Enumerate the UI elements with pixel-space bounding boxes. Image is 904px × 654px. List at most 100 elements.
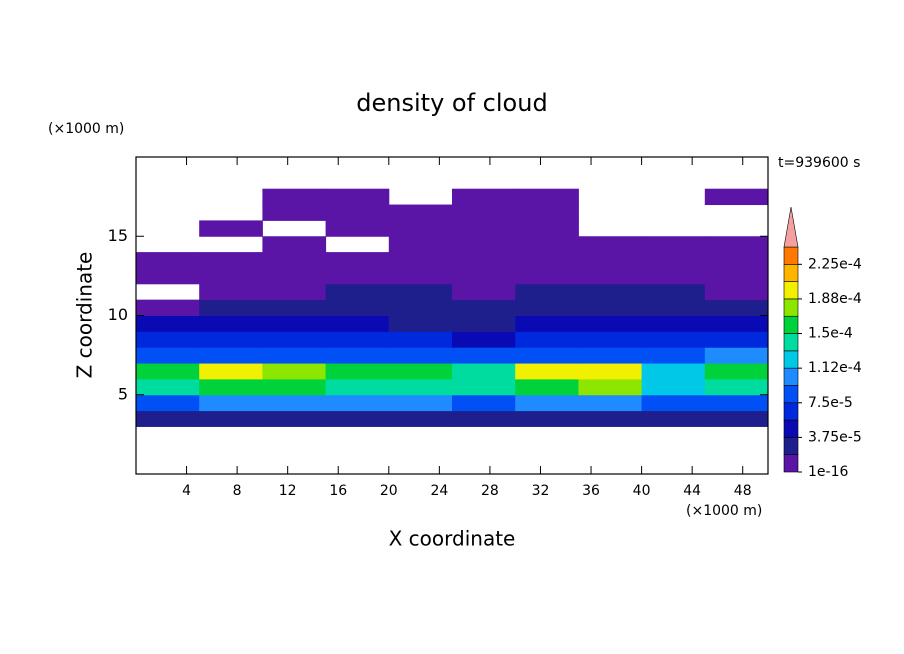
field-cell xyxy=(452,252,516,269)
y-label: Z coordinate xyxy=(73,252,97,379)
colorbar-extend xyxy=(783,206,799,248)
field-cell xyxy=(452,283,516,301)
field-cell xyxy=(136,347,200,364)
field-cell xyxy=(641,299,706,316)
field-cell xyxy=(136,331,200,348)
field-cell xyxy=(515,188,579,206)
field-cell xyxy=(515,347,579,364)
field-cell xyxy=(515,204,579,221)
field-cell xyxy=(641,236,706,253)
colorbar-box xyxy=(783,333,799,352)
field-cell xyxy=(262,331,327,348)
x-tick-label: 36 xyxy=(582,483,600,499)
field-cell xyxy=(199,363,263,380)
field-cell xyxy=(262,204,327,221)
field-cell xyxy=(262,315,327,332)
field-cell xyxy=(388,299,453,316)
x-tick-label: 32 xyxy=(532,483,550,499)
x-tick-label: 44 xyxy=(683,483,701,499)
field-cell xyxy=(325,347,390,364)
field-cell xyxy=(452,204,516,221)
field-cell xyxy=(452,410,516,427)
y-unit: (×1000 m) xyxy=(48,121,124,137)
field-cell xyxy=(262,410,327,427)
field-cell xyxy=(325,252,390,269)
field-cell xyxy=(452,188,516,206)
x-tick-label: 24 xyxy=(430,483,448,499)
x-tick-label: 40 xyxy=(633,483,651,499)
field-cell xyxy=(199,378,263,396)
field-cell xyxy=(578,363,643,380)
field-cell xyxy=(388,378,453,396)
field-cell xyxy=(578,252,643,269)
colorbar-box xyxy=(783,402,799,421)
field-cell xyxy=(704,363,769,380)
field-cell xyxy=(704,188,769,206)
field-cell xyxy=(452,236,516,253)
field-cell xyxy=(578,394,643,412)
x-tick-label: 16 xyxy=(329,483,347,499)
field-cell xyxy=(325,299,390,316)
field-cell xyxy=(452,315,516,332)
colorbar-box xyxy=(783,350,799,369)
field-cell xyxy=(136,267,200,285)
field-cell xyxy=(388,315,453,332)
field-cell xyxy=(136,410,200,427)
field-cell xyxy=(578,299,643,316)
time-annotation: t=939600 s xyxy=(778,155,860,171)
field-cell xyxy=(199,331,263,348)
field-cell xyxy=(641,394,706,412)
x-tick-label: 8 xyxy=(233,483,242,499)
field-cell xyxy=(199,347,263,364)
field-cell xyxy=(262,188,327,206)
field-cell xyxy=(515,283,579,301)
field-cell xyxy=(704,378,769,396)
field-cell xyxy=(136,299,200,316)
field-cell xyxy=(641,363,706,380)
field-cell xyxy=(515,315,579,332)
field-cell xyxy=(515,252,579,269)
x-tick-label: 48 xyxy=(734,483,752,499)
field-cell xyxy=(452,363,516,380)
field-cell xyxy=(262,363,327,380)
field-cell xyxy=(704,236,769,253)
colorbar-label: 7.5e-5 xyxy=(808,395,853,411)
field-cell xyxy=(515,220,579,237)
field-cell xyxy=(325,188,390,206)
field-cell xyxy=(515,378,579,396)
field-cell xyxy=(452,347,516,364)
x-tick-label: 4 xyxy=(182,483,191,499)
field-cell xyxy=(388,220,453,237)
field-cell xyxy=(704,299,769,316)
field-cell xyxy=(199,220,263,237)
field-cell xyxy=(199,394,263,412)
field-cell xyxy=(262,394,327,412)
field-cell xyxy=(578,315,643,332)
field-cell xyxy=(704,283,769,301)
x-tick-label: 28 xyxy=(481,483,499,499)
field-cell xyxy=(641,378,706,396)
field-cell xyxy=(704,267,769,285)
field-cell xyxy=(388,283,453,301)
field-cell xyxy=(136,363,200,380)
field-cell xyxy=(262,378,327,396)
field-cell xyxy=(262,283,327,301)
field-cell xyxy=(578,236,643,253)
field-cell xyxy=(199,315,263,332)
x-tick-label: 12 xyxy=(279,483,297,499)
x-label: X coordinate xyxy=(389,527,516,551)
colorbar-box xyxy=(783,437,799,455)
field-cell xyxy=(641,252,706,269)
colorbar-box xyxy=(783,246,799,265)
field-cell xyxy=(578,410,643,427)
field-cell xyxy=(136,315,200,332)
colorbar-label: 1.5e-4 xyxy=(808,326,853,342)
field-cell xyxy=(388,252,453,269)
field-cell xyxy=(325,220,390,237)
y-tick-label: 10 xyxy=(108,305,128,324)
field-cell xyxy=(325,363,390,380)
field-cell xyxy=(578,347,643,364)
field-cell xyxy=(704,347,769,364)
field-cell xyxy=(704,394,769,412)
field-cell xyxy=(262,299,327,316)
